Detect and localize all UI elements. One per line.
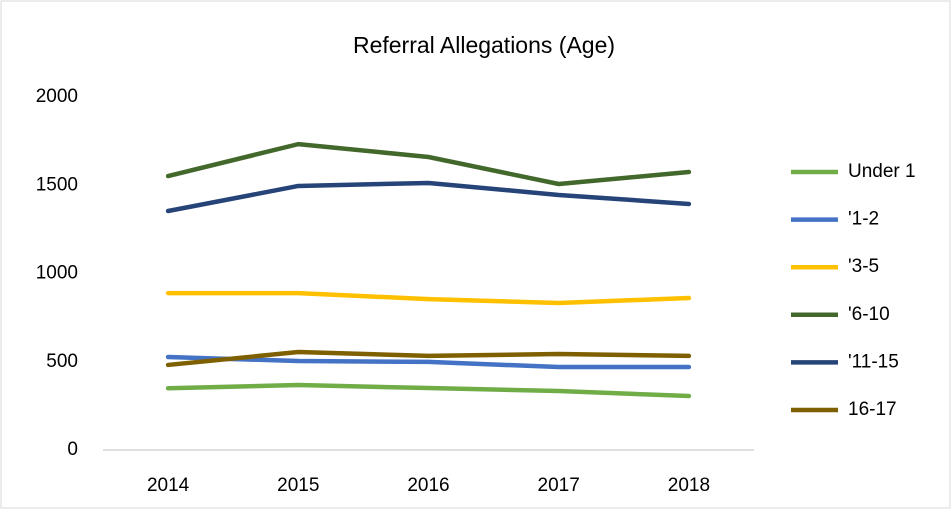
x-tick-label: 2015: [277, 475, 319, 496]
series-line: [165, 290, 692, 306]
y-tick-label: 1500: [36, 174, 78, 195]
series-line: [165, 349, 692, 368]
series-line: [165, 382, 692, 399]
legend-label: '11-15: [848, 351, 899, 372]
legend-label: '6-10: [848, 304, 890, 325]
x-tick-label: 2014: [147, 475, 190, 496]
y-tick-label: 2000: [36, 86, 78, 107]
x-tick-label: 2017: [538, 475, 580, 496]
chart-title: Referral Allegations (Age): [353, 32, 615, 58]
y-tick-label: 1000: [36, 263, 78, 284]
y-tick-label: 500: [46, 351, 78, 372]
series-line: [165, 354, 692, 370]
series-line: [165, 180, 692, 214]
legend-label: 16-17: [848, 399, 897, 420]
legend-label: Under 1: [848, 161, 916, 182]
x-tick-label: 2018: [668, 475, 710, 496]
y-tick-label: 0: [67, 439, 78, 460]
legend-label: '1-2: [848, 209, 879, 230]
legend-label: '3-5: [848, 256, 879, 277]
x-tick-label: 2016: [407, 475, 449, 496]
series-line: [165, 141, 692, 187]
